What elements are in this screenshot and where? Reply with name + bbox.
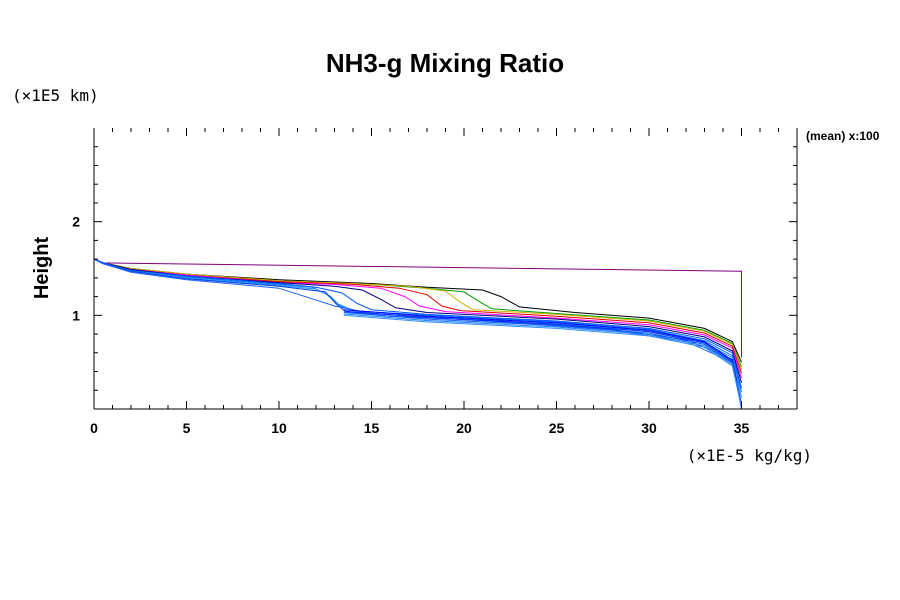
axes-group: 0 5 10 15 20 25 30 35 1 2 [72, 128, 798, 436]
series-group [93, 258, 742, 410]
x-tick-label: 30 [641, 420, 657, 436]
y-tick-label: 2 [72, 214, 80, 230]
series-line-outlier-purple [93, 258, 742, 358]
series-band-line-3 [343, 312, 742, 408]
x-tick-label: 25 [549, 420, 565, 436]
series-band-line-4 [343, 313, 742, 408]
x-tick-label: 0 [90, 420, 98, 436]
y-axis-unit: (×1E5 km) [12, 86, 99, 105]
x-tick-label: 5 [183, 420, 191, 436]
x-axis-unit: (×1E-5 kg/kg) [687, 446, 812, 465]
y-axis-title: Height [31, 237, 53, 300]
series-band-line-2 [343, 310, 742, 408]
series-band-line-1 [343, 309, 742, 408]
x-tick-label: 20 [456, 420, 472, 436]
chart-title: NH3-g Mixing Ratio [326, 48, 564, 78]
series-line-run-yellow [93, 258, 742, 370]
y-tick-label: 1 [72, 307, 80, 323]
series-line-run-navy [93, 258, 742, 383]
x-tick-label: 35 [734, 420, 750, 436]
x-tick-label: 15 [364, 420, 380, 436]
x-tick-label: 10 [271, 420, 287, 436]
series-band-line-5 [343, 314, 742, 408]
mean-annotation: (mean) x:100 [806, 129, 880, 143]
